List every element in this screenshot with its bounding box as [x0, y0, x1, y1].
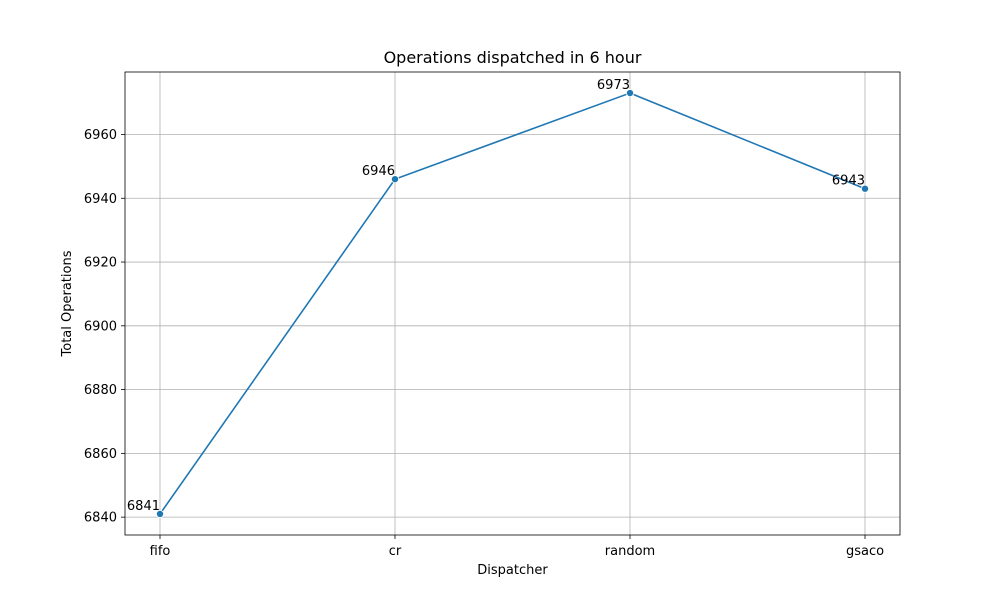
- data-point-gsaco: [861, 184, 870, 193]
- data-label-fifo: 6841: [127, 499, 160, 514]
- y-tick-label: 6920: [84, 256, 117, 271]
- data-point-fifo: [155, 509, 164, 518]
- y-tick-label: 6880: [84, 383, 117, 398]
- x-tick-label: cr: [389, 544, 402, 559]
- y-tick-label: 6900: [84, 319, 117, 334]
- y-axis-label: Total Operations: [60, 250, 75, 357]
- x-tick-label: random: [605, 544, 655, 559]
- y-tick-label: 6840: [84, 511, 117, 526]
- plot-frame: [124, 71, 901, 536]
- axis-ticks: fifo cr random gsaco 6840 6860 6880 6900 6920 694…: [84, 128, 884, 559]
- data-label-gsaco: 6943: [832, 174, 865, 189]
- data-label-random: 6973: [597, 78, 630, 93]
- x-axis-label: Dispatcher: [477, 563, 548, 578]
- data-label-cr: 6946: [362, 164, 395, 179]
- chart-title: Operations dispatched in 6 hour: [384, 48, 642, 67]
- x-tick-label: gsaco: [846, 544, 884, 559]
- data-point-random: [626, 89, 635, 98]
- data-point-cr: [390, 175, 399, 184]
- y-tick-label: 6860: [84, 447, 117, 462]
- data-labels: 6841 6946 6973 6943: [127, 78, 865, 514]
- grid-lines: [125, 72, 900, 535]
- y-tick-label: 6940: [84, 192, 117, 207]
- series-line-group: [155, 89, 870, 518]
- x-tick-label: fifo: [150, 544, 171, 559]
- y-tick-label: 6960: [84, 128, 117, 143]
- series-line: [159, 92, 866, 515]
